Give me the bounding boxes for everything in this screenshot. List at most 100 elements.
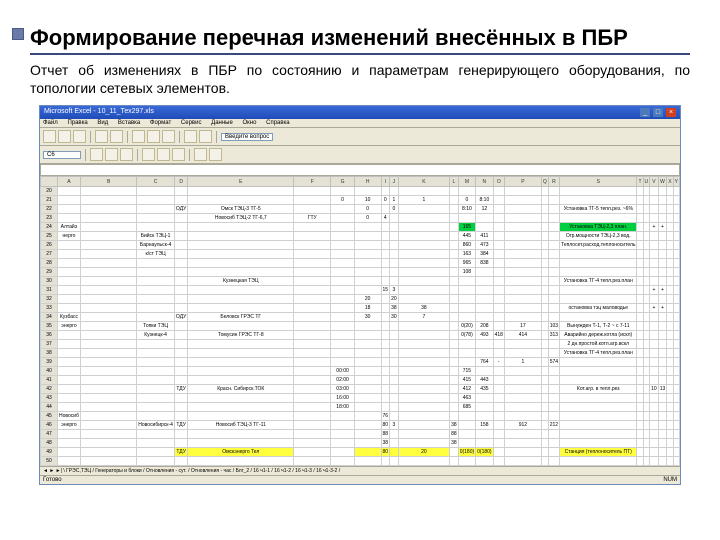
cell[interactable] xyxy=(137,313,175,322)
cell[interactable] xyxy=(174,349,187,358)
cell[interactable] xyxy=(504,214,541,223)
cell[interactable]: 0 xyxy=(331,196,355,205)
cell[interactable] xyxy=(294,313,331,322)
cell[interactable] xyxy=(650,466,659,467)
cell[interactable] xyxy=(548,313,559,322)
cell[interactable] xyxy=(58,403,81,412)
cell[interactable] xyxy=(331,322,355,331)
cell[interactable] xyxy=(294,430,331,439)
cell[interactable] xyxy=(381,187,390,196)
cell[interactable] xyxy=(673,304,679,313)
cell[interactable] xyxy=(673,403,679,412)
cell[interactable] xyxy=(541,385,548,394)
cell[interactable] xyxy=(354,394,381,403)
cell[interactable] xyxy=(504,376,541,385)
cell[interactable] xyxy=(658,259,667,268)
cell[interactable] xyxy=(331,448,355,457)
cell[interactable] xyxy=(398,286,450,295)
cell[interactable] xyxy=(560,214,637,223)
cell[interactable] xyxy=(398,376,450,385)
cell[interactable] xyxy=(174,304,187,313)
cell[interactable] xyxy=(548,403,559,412)
cell[interactable] xyxy=(390,268,399,277)
cell[interactable] xyxy=(650,457,659,466)
cell[interactable] xyxy=(650,349,659,358)
cell[interactable] xyxy=(398,241,450,250)
cell[interactable] xyxy=(541,322,548,331)
cell[interactable] xyxy=(548,457,559,466)
cell[interactable] xyxy=(493,394,504,403)
cell[interactable] xyxy=(541,286,548,295)
cell[interactable] xyxy=(331,304,355,313)
cell[interactable] xyxy=(450,322,459,331)
cell[interactable] xyxy=(80,304,136,313)
cell[interactable] xyxy=(650,448,659,457)
cell[interactable] xyxy=(188,349,294,358)
cell[interactable] xyxy=(381,349,390,358)
cell[interactable] xyxy=(541,439,548,448)
cell[interactable] xyxy=(560,295,637,304)
cell[interactable] xyxy=(80,430,136,439)
cell[interactable] xyxy=(398,367,450,376)
cell[interactable] xyxy=(643,232,650,241)
cell[interactable] xyxy=(398,394,450,403)
cell[interactable]: 163 xyxy=(458,250,475,259)
cell[interactable] xyxy=(673,385,679,394)
cell[interactable]: 412 xyxy=(458,385,475,394)
cell[interactable] xyxy=(458,340,475,349)
menu-window[interactable]: Окно xyxy=(242,120,256,126)
cell[interactable] xyxy=(80,295,136,304)
cell[interactable] xyxy=(504,403,541,412)
cell[interactable] xyxy=(643,304,650,313)
cell[interactable] xyxy=(390,349,399,358)
cell[interactable]: 4 xyxy=(381,214,390,223)
cell[interactable] xyxy=(398,403,450,412)
paste-icon[interactable] xyxy=(162,130,175,143)
cell[interactable] xyxy=(548,304,559,313)
cell[interactable] xyxy=(174,277,187,286)
cell[interactable] xyxy=(398,439,450,448)
cell[interactable] xyxy=(650,412,659,421)
cell[interactable] xyxy=(548,430,559,439)
cell[interactable] xyxy=(331,421,355,430)
cell[interactable] xyxy=(188,439,294,448)
cell[interactable] xyxy=(137,358,175,367)
cell[interactable] xyxy=(650,277,659,286)
cell[interactable]: Теплосет.расход.теплоноситель xyxy=(560,241,637,250)
cell[interactable] xyxy=(493,268,504,277)
cell[interactable] xyxy=(188,223,294,232)
cell[interactable] xyxy=(294,448,331,457)
cell[interactable] xyxy=(354,430,381,439)
cell[interactable] xyxy=(381,232,390,241)
cell[interactable] xyxy=(493,277,504,286)
cell[interactable]: 0 xyxy=(458,196,475,205)
cell[interactable] xyxy=(398,457,450,466)
cell[interactable] xyxy=(658,403,667,412)
cell[interactable]: Аварийно дереж.котла (искл) xyxy=(560,331,637,340)
cell[interactable] xyxy=(504,268,541,277)
cell[interactable] xyxy=(476,223,493,232)
cell[interactable]: энерго xyxy=(58,421,81,430)
cell[interactable] xyxy=(673,358,679,367)
cell[interactable] xyxy=(58,358,81,367)
cell[interactable] xyxy=(174,196,187,205)
cell[interactable] xyxy=(398,385,450,394)
cell[interactable] xyxy=(137,268,175,277)
cell[interactable] xyxy=(560,457,637,466)
cell[interactable] xyxy=(450,457,459,466)
cell[interactable] xyxy=(58,286,81,295)
cell[interactable]: 574 xyxy=(548,358,559,367)
cell[interactable] xyxy=(450,349,459,358)
cell[interactable] xyxy=(560,394,637,403)
cell[interactable] xyxy=(643,223,650,232)
cell[interactable] xyxy=(450,259,459,268)
cell[interactable] xyxy=(174,223,187,232)
cell[interactable]: 8:10 xyxy=(476,196,493,205)
cell[interactable] xyxy=(174,439,187,448)
cell[interactable] xyxy=(331,268,355,277)
cell[interactable]: Алтайэ xyxy=(58,223,81,232)
cell[interactable] xyxy=(80,196,136,205)
cell[interactable] xyxy=(390,250,399,259)
cell[interactable] xyxy=(188,241,294,250)
cell[interactable] xyxy=(58,241,81,250)
